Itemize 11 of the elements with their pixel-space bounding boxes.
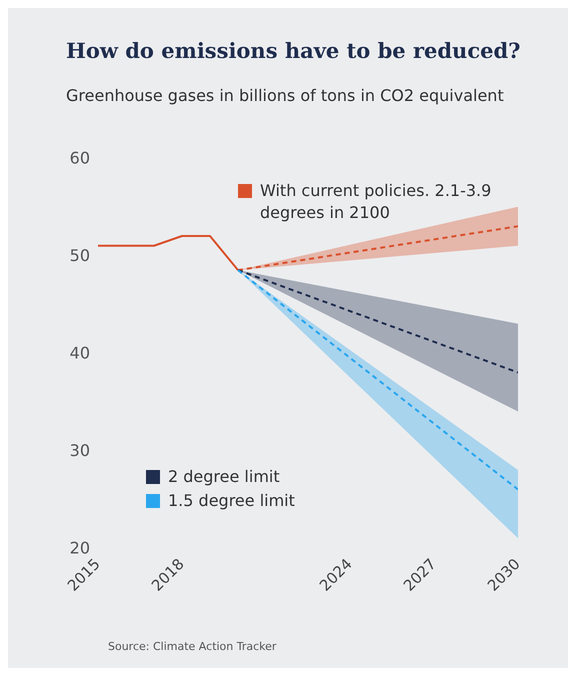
legend-label: 1.5 degree limit	[168, 490, 295, 512]
chart-title: How do emissions have to be reduced?	[66, 38, 520, 63]
y-tick-label: 60	[70, 148, 90, 168]
source-note: Source: Climate Action Tracker	[108, 640, 276, 653]
y-tick-label: 50	[70, 246, 90, 266]
y-tick-label: 30	[70, 441, 90, 460]
legend-label: With current policies. 2.1-3.9 degrees in 2100	[260, 180, 492, 224]
chart-subtitle: Greenhouse gases in billions of tons in CO2 equivalent	[66, 86, 504, 105]
legend-label: 2 degree limit	[168, 466, 280, 488]
y-tick-label: 40	[70, 344, 90, 363]
y-tick-label: 20	[70, 538, 90, 558]
